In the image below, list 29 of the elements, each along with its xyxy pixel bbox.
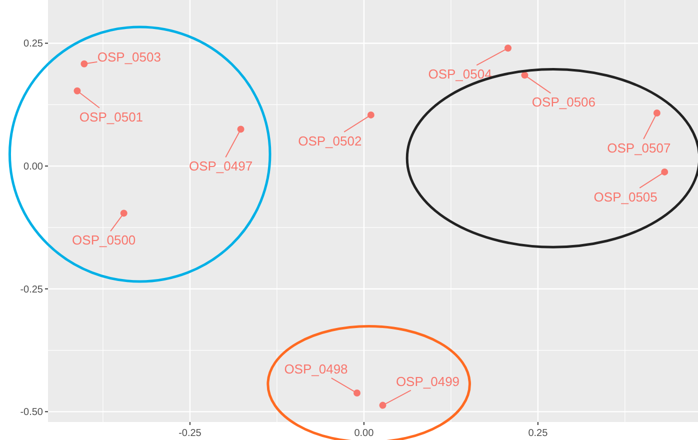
y-tick-label: -0.25 (20, 284, 44, 296)
y-tick-label: 0.00 (24, 162, 44, 173)
annotation: OSP_0502 (298, 133, 362, 148)
point (521, 72, 528, 79)
point (80, 60, 88, 68)
annotation: OSP_0497 (188, 158, 253, 174)
y-tick-label: -0.50 (20, 407, 44, 418)
point (353, 390, 360, 397)
annotation: OSP_0504 (428, 66, 492, 82)
point (367, 111, 374, 118)
annotation: OSP_0506 (532, 94, 596, 110)
annotation: OSP_0503 (97, 49, 161, 64)
x-tick-label: 0.00 (354, 428, 374, 439)
point (237, 126, 244, 133)
point (379, 402, 386, 409)
annotation: OSP_0501 (79, 109, 144, 124)
point (661, 168, 668, 176)
point (74, 87, 81, 94)
point (653, 109, 660, 116)
annotation: OSP_0505 (594, 189, 658, 204)
annotation: OSP_0500 (72, 232, 136, 248)
annotation: OSP_0498 (284, 362, 348, 377)
annotation: OSP_0499 (396, 374, 460, 389)
x-tick-label: -0.25 (178, 428, 202, 439)
point (504, 44, 512, 52)
point (120, 210, 128, 217)
y-tick-label: 0.25 (24, 38, 44, 50)
x-tick-label: 0.25 (528, 428, 548, 439)
annotation: OSP_0507 (607, 140, 671, 156)
